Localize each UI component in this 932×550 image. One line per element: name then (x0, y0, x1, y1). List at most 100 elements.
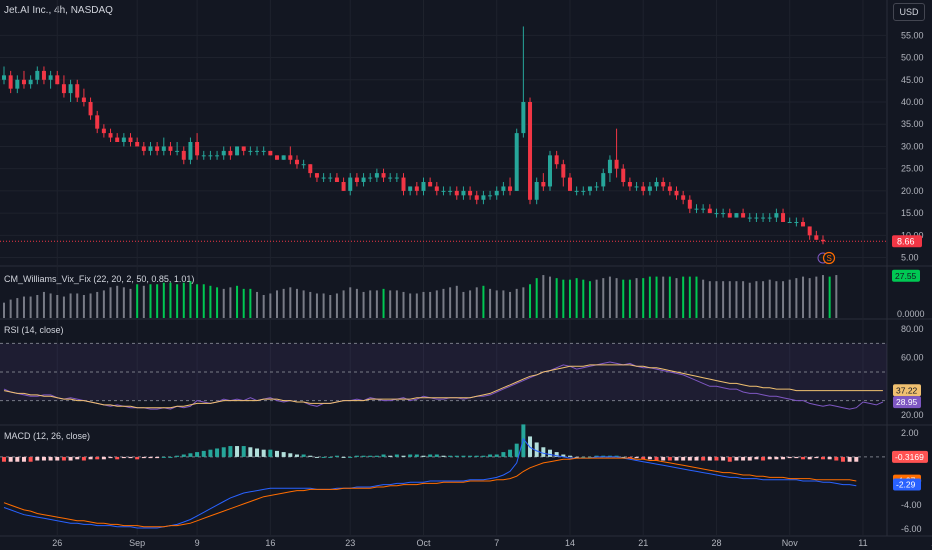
candle-body (594, 186, 599, 188)
candle-body (747, 217, 752, 219)
vix-bar (635, 278, 638, 318)
vix-bar (735, 281, 738, 318)
vix-bar (242, 288, 245, 318)
currency-button[interactable]: USD (893, 3, 925, 21)
macd-histogram-bar (674, 456, 679, 461)
macd-histogram-bar (141, 456, 146, 459)
macd-histogram-bar (414, 454, 419, 457)
candle-body (401, 177, 406, 191)
candle-body (727, 213, 732, 218)
macd-histogram-bar (827, 456, 832, 460)
rsi-legend: RSI (14, close) (4, 325, 64, 335)
vix-bar (582, 279, 585, 318)
candle-body (121, 137, 126, 142)
candle-body (361, 177, 366, 182)
candle-body (414, 186, 419, 191)
candle-body (821, 239, 825, 242)
macd-histogram-bar (81, 456, 86, 461)
candle-body (468, 190, 473, 196)
macd-histogram-bar (15, 456, 20, 462)
vix-bar (728, 281, 731, 318)
candle-body (488, 195, 493, 197)
vix-bar (69, 293, 72, 318)
candle-body (701, 208, 706, 210)
candle-body (807, 226, 812, 236)
vix-bar (62, 296, 65, 318)
vix-bar (688, 276, 691, 318)
candle-body (681, 195, 686, 200)
vix-bar (775, 281, 778, 318)
vix-bar (502, 290, 505, 318)
candle-body (2, 75, 6, 80)
rsi-axis-tick: 80.00 (901, 324, 924, 334)
macd-histogram-bar (621, 456, 626, 458)
candle-body (394, 177, 399, 179)
candle-body (201, 155, 206, 157)
vix-bar (395, 290, 398, 318)
macd-histogram-bar (308, 455, 313, 457)
candle-body (627, 182, 632, 187)
vix-bar (748, 282, 751, 318)
macd-histogram-bar (801, 456, 806, 460)
macd-histogram-bar (368, 455, 373, 457)
rsi-axis-tick: 60.00 (901, 353, 924, 363)
candle-body (275, 155, 279, 160)
candle-body (248, 150, 253, 152)
macd-histogram-bar (587, 456, 592, 458)
candle-body (787, 222, 792, 223)
vix-bar (535, 278, 538, 318)
vix-bar (349, 287, 352, 318)
vix-bar (42, 291, 45, 318)
candle-body (181, 150, 186, 160)
vix-bar (828, 276, 831, 318)
macd-histogram-bar (334, 455, 339, 457)
candle-body (168, 146, 173, 151)
vix-bar (668, 276, 671, 318)
macd-histogram-bar (28, 456, 33, 462)
vix-bar (702, 279, 705, 318)
x-tick-label: 14 (565, 538, 575, 548)
vix-bar (3, 302, 5, 318)
candle-body (281, 155, 286, 160)
candle-body (514, 133, 519, 191)
macd-histogram-bar (687, 456, 692, 461)
vix-bar (595, 279, 598, 318)
candle-body (41, 70, 46, 80)
candle-body (754, 217, 759, 219)
vix-bar (722, 281, 725, 318)
price-axis-tick: 5.00 (901, 253, 919, 263)
macd-histogram-bar (381, 454, 386, 457)
vix-bar (762, 281, 765, 318)
macd-histogram-bar (108, 456, 113, 459)
macd-axis-tick: 2.00 (901, 428, 919, 438)
macd-histogram-bar (607, 455, 612, 457)
macd-histogram-bar (767, 456, 772, 460)
macd-histogram-bar (794, 456, 799, 459)
x-tick-label: Oct (416, 538, 431, 548)
vix-bar (342, 290, 345, 318)
macd-histogram-bar (561, 454, 566, 457)
rsi-ma-value-label-bg (893, 384, 921, 397)
macd-histogram-bar (441, 455, 446, 457)
candle-body (55, 75, 60, 85)
macd-histogram-bar (834, 456, 839, 461)
macd-histogram-bar (574, 456, 579, 458)
macd-histogram-bar (121, 456, 126, 459)
macd-histogram-bar (215, 448, 220, 457)
candle-body (161, 146, 166, 151)
candle-body (694, 208, 699, 210)
candle-body (687, 199, 692, 209)
candle-body (601, 173, 606, 187)
macd-histogram-bar (314, 456, 319, 458)
candle-body (721, 213, 726, 215)
vix-bar (229, 287, 232, 318)
macd-histogram-bar (821, 456, 825, 460)
candle-body (221, 150, 226, 156)
macd-histogram-bar (221, 447, 226, 457)
candle-body (554, 155, 559, 165)
last-price-tag-bg (892, 235, 922, 248)
candle-body (35, 70, 40, 80)
vix-bar (782, 281, 785, 318)
dividend-icon (822, 251, 836, 265)
